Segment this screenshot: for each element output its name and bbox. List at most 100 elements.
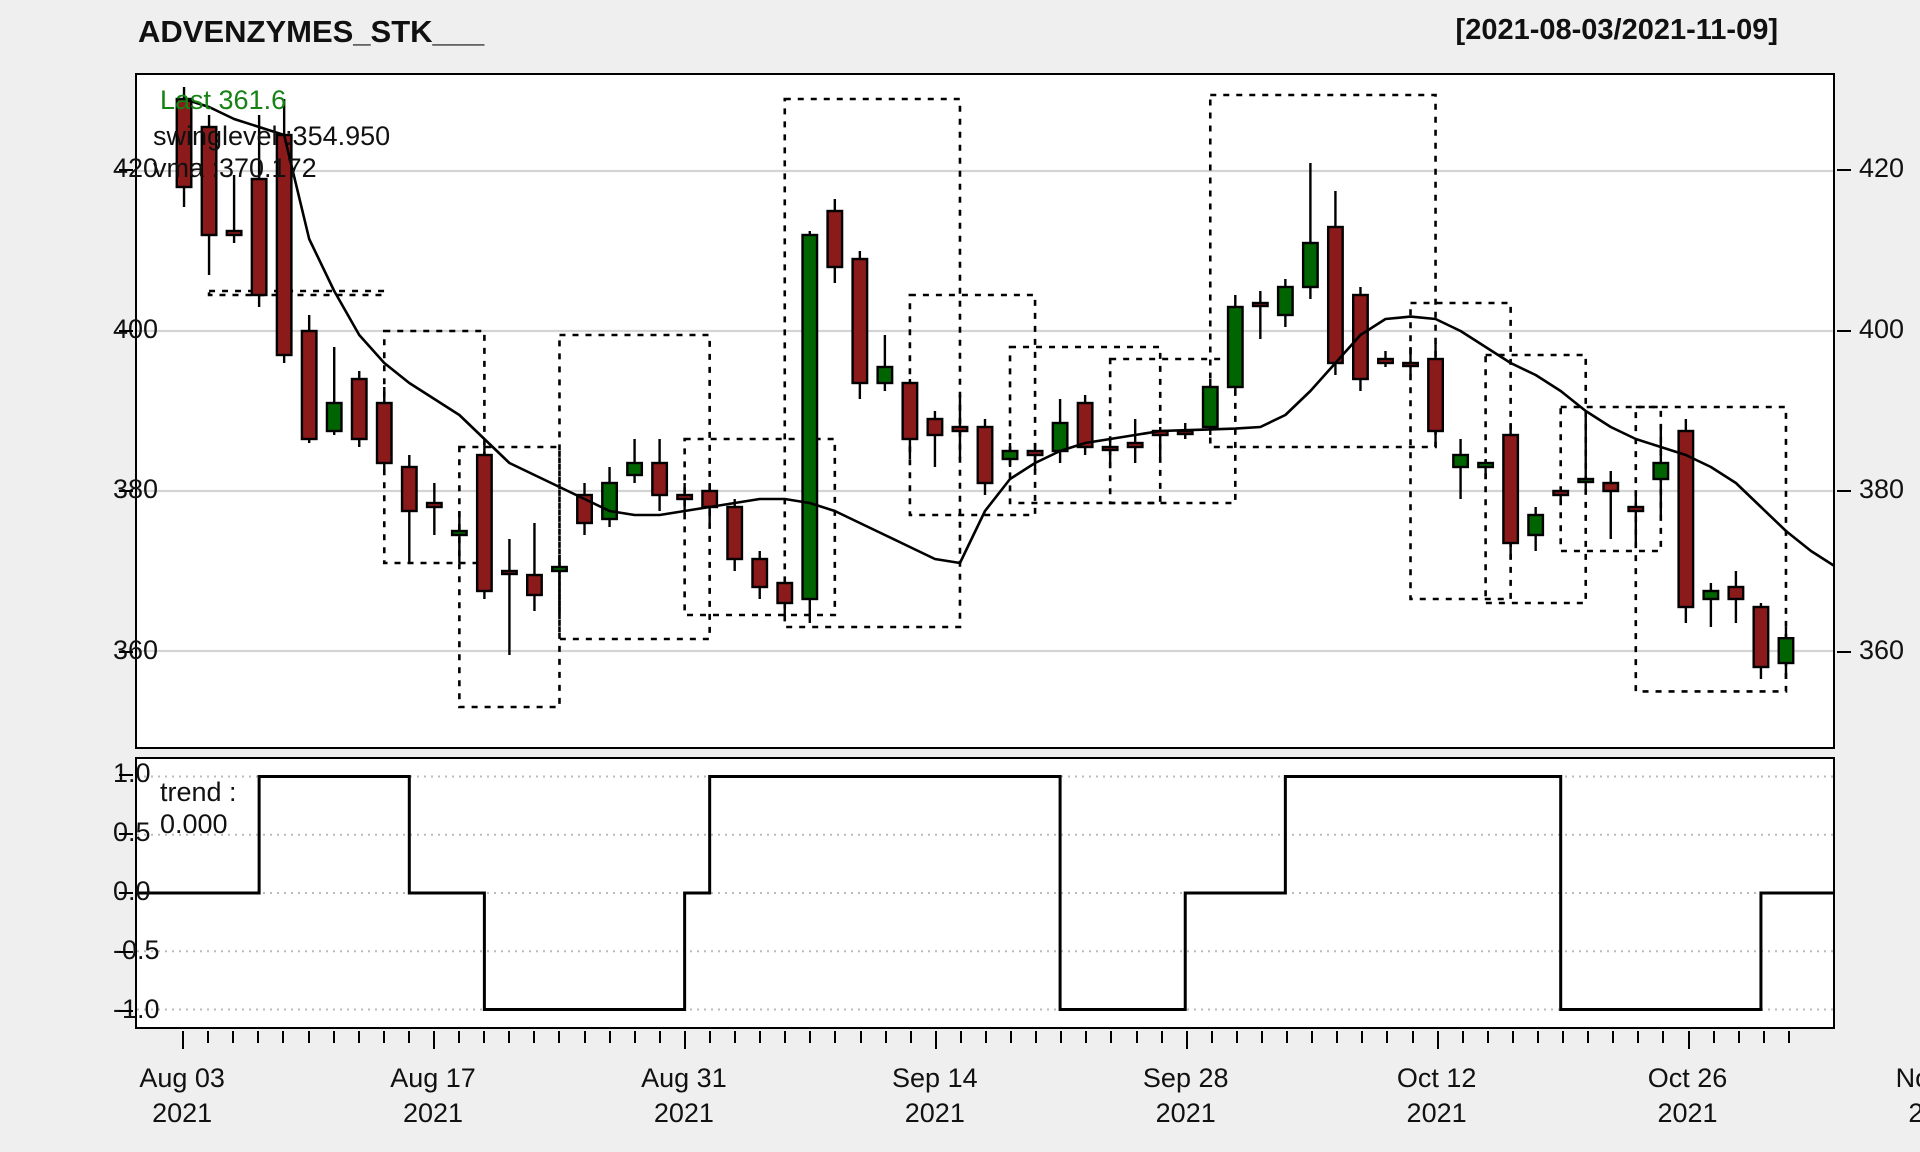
- x-tick-mark-major: [182, 1031, 185, 1049]
- x-tick-date: Aug 17: [390, 1063, 476, 1093]
- x-tick-mark: [658, 1031, 661, 1043]
- y-tick-mark-right: [1837, 168, 1851, 171]
- x-tick-label-oct-26: Oct 26 2021: [1648, 1061, 1728, 1130]
- candlestick-plot: [137, 87, 1833, 709]
- x-tick-year: 2021: [1908, 1097, 1920, 1128]
- x-tick-mark: [633, 1031, 636, 1043]
- x-tick-mark: [909, 1031, 912, 1043]
- x-tick-date: Oct 12: [1396, 1063, 1477, 1093]
- x-tick-mark: [207, 1031, 210, 1043]
- trend-step-plot: [137, 774, 1833, 1012]
- x-tick-mark: [533, 1031, 536, 1043]
- y-tick-right-420: 420: [1859, 152, 1905, 183]
- x-tick-mark: [407, 1031, 410, 1043]
- x-tick-mark: [608, 1031, 611, 1043]
- x-tick-mark-major: [1687, 1031, 1690, 1049]
- y-tick-mark-trend: [119, 773, 133, 776]
- x-tick-date: Nov 09: [1895, 1063, 1920, 1093]
- x-tick-mark-major: [683, 1031, 686, 1049]
- x-tick-year: 2021: [1406, 1097, 1467, 1128]
- x-tick-date: Oct 26: [1647, 1063, 1728, 1093]
- x-tick-mark: [332, 1031, 335, 1043]
- x-tick-label-aug-03: Aug 03 2021: [139, 1061, 225, 1130]
- y-tick-mark-left: [119, 651, 133, 654]
- x-tick-year: 2021: [1155, 1097, 1216, 1128]
- x-tick-mark: [1662, 1031, 1665, 1043]
- x-tick-mark: [734, 1031, 737, 1043]
- x-tick-mark: [1386, 1031, 1389, 1043]
- y-tick-mark-left: [119, 168, 133, 171]
- y-tick-mark-trend: [119, 1010, 133, 1013]
- x-tick-mark: [1486, 1031, 1489, 1043]
- x-tick-mark: [1035, 1031, 1038, 1043]
- x-tick-mark: [1010, 1031, 1013, 1043]
- x-tick-mark: [1612, 1031, 1615, 1043]
- x-tick-label-sep-28: Sep 28 2021: [1143, 1061, 1229, 1130]
- y-tick-right-380: 380: [1859, 474, 1905, 505]
- y-tick-mark-right: [1837, 329, 1851, 332]
- x-tick-mark: [784, 1031, 787, 1043]
- trend-panel[interactable]: [135, 757, 1835, 1029]
- x-tick-mark: [583, 1031, 586, 1043]
- x-tick-date: Aug 31: [641, 1063, 727, 1093]
- x-tick-mark: [382, 1031, 385, 1043]
- x-tick-mark: [1135, 1031, 1138, 1043]
- y-tick-right-400: 400: [1859, 313, 1905, 344]
- x-tick-mark: [1762, 1031, 1765, 1043]
- y-tick-mark-right: [1837, 490, 1851, 493]
- x-tick-mark-major: [433, 1031, 436, 1049]
- x-tick-mark: [1511, 1031, 1514, 1043]
- x-tick-mark: [1587, 1031, 1590, 1043]
- x-tick-date: Sep 14: [892, 1063, 978, 1093]
- x-tick-mark: [1461, 1031, 1464, 1043]
- x-tick-label-sep-14: Sep 14 2021: [892, 1061, 978, 1130]
- y-tick-mark-trend: [119, 892, 133, 894]
- x-tick-date: Sep 28: [1142, 1063, 1229, 1093]
- x-tick-mark: [232, 1031, 235, 1043]
- x-tick-year: 2021: [904, 1097, 965, 1128]
- x-tick-mark: [1311, 1031, 1314, 1043]
- x-tick-mark: [1411, 1031, 1414, 1043]
- x-tick-mark: [483, 1031, 486, 1043]
- x-tick-year: 2021: [152, 1097, 213, 1128]
- price-panel[interactable]: [135, 73, 1835, 749]
- x-tick-mark: [1160, 1031, 1163, 1043]
- x-tick-year: 2021: [1657, 1097, 1718, 1128]
- x-tick-label-aug-17: Aug 17 2021: [390, 1061, 476, 1130]
- x-tick-mark: [809, 1031, 812, 1043]
- legend-trend-value: 0.000: [160, 809, 228, 839]
- x-tick-mark: [1260, 1031, 1263, 1043]
- x-tick-mark: [1060, 1031, 1063, 1043]
- x-tick-mark-major: [1436, 1031, 1439, 1049]
- x-tick-mark: [759, 1031, 762, 1043]
- x-tick-mark: [1210, 1031, 1213, 1043]
- chart-header: ADVENZYMES_STK___ [2021-08-03/2021-11-09…: [0, 14, 1920, 58]
- x-tick-mark: [508, 1031, 511, 1043]
- x-tick-mark: [357, 1031, 360, 1043]
- x-tick-mark: [985, 1031, 987, 1043]
- x-tick-label-nov-09: Nov 09 2021: [1896, 1061, 1920, 1130]
- x-tick-mark: [859, 1031, 862, 1043]
- x-tick-mark: [307, 1031, 310, 1043]
- x-tick-mark: [834, 1031, 837, 1043]
- x-tick-mark: [1536, 1031, 1539, 1043]
- x-tick-mark: [1110, 1031, 1113, 1043]
- y-tick-mark-left: [119, 490, 133, 493]
- x-tick-mark: [1336, 1031, 1339, 1043]
- legend-trend-label: trend :: [160, 777, 237, 807]
- x-tick-mark-major: [934, 1031, 937, 1049]
- x-tick-mark: [1637, 1031, 1640, 1043]
- x-tick-mark: [1562, 1031, 1565, 1043]
- page-title: ADVENZYMES_STK___: [138, 14, 485, 49]
- x-tick-mark: [1085, 1031, 1088, 1043]
- y-tick-mark-right: [1837, 651, 1851, 654]
- y-tick-mark-trend: [119, 951, 133, 954]
- x-tick-mark: [1712, 1031, 1715, 1043]
- date-range-label: [2021-08-03/2021-11-09]: [1455, 14, 1778, 46]
- x-tick-mark-major: [1185, 1031, 1188, 1049]
- x-tick-mark: [458, 1031, 461, 1043]
- x-tick-mark: [884, 1031, 887, 1043]
- y-tick-right-360: 360: [1859, 635, 1905, 666]
- x-tick-mark: [257, 1031, 260, 1043]
- x-tick-year: 2021: [402, 1097, 464, 1128]
